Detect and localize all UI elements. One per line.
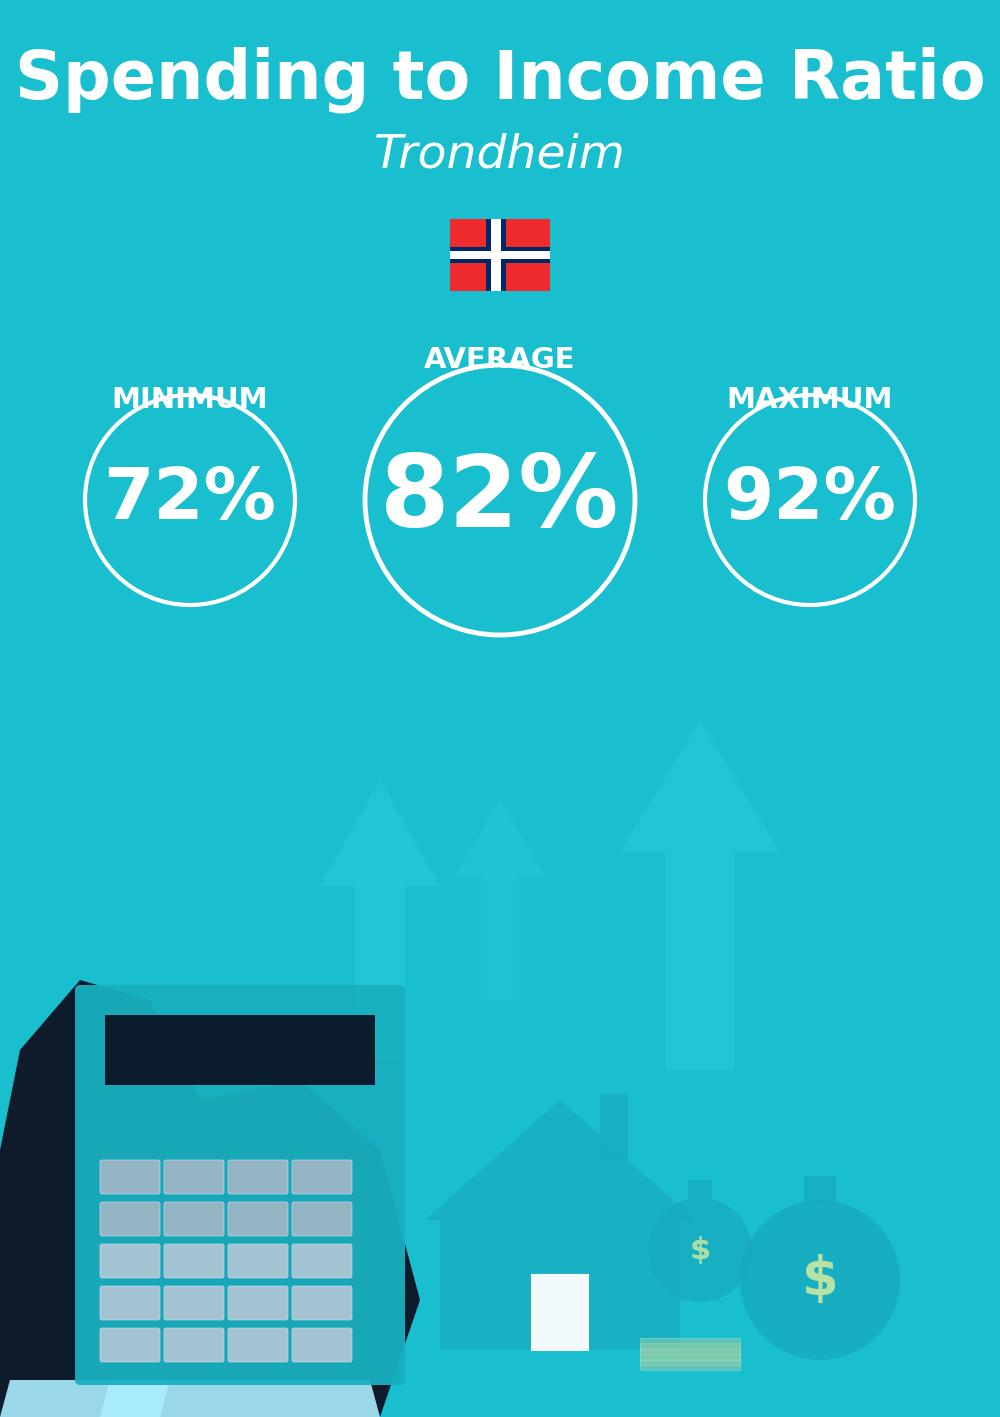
FancyBboxPatch shape [164,1202,224,1236]
FancyBboxPatch shape [100,1202,160,1236]
Circle shape [648,1197,752,1302]
Polygon shape [620,720,780,853]
Bar [640,1353,740,1365]
Bar [532,1275,588,1350]
FancyBboxPatch shape [292,1161,352,1195]
Text: Spending to Income Ratio: Spending to Income Ratio [15,47,985,113]
Text: MAXIMUM: MAXIMUM [727,385,893,414]
FancyBboxPatch shape [292,1244,352,1278]
FancyBboxPatch shape [100,1328,160,1362]
Bar [491,220,501,290]
Text: Trondheim: Trondheim [374,133,626,177]
Polygon shape [455,801,545,876]
Polygon shape [100,1380,380,1417]
FancyBboxPatch shape [164,1244,224,1278]
FancyBboxPatch shape [228,1244,288,1278]
FancyBboxPatch shape [228,1202,288,1236]
FancyBboxPatch shape [100,1161,160,1195]
FancyBboxPatch shape [292,1287,352,1321]
FancyBboxPatch shape [100,1244,160,1278]
Bar [355,887,405,1060]
Bar [105,1015,375,1085]
Bar [481,876,519,1000]
FancyBboxPatch shape [164,1161,224,1195]
Bar [640,1343,740,1355]
Text: MINIMUM: MINIMUM [112,385,268,414]
Bar [486,220,506,290]
Polygon shape [425,1100,695,1220]
Text: AVERAGE: AVERAGE [424,346,576,374]
FancyBboxPatch shape [100,1287,160,1321]
Bar [666,853,734,1070]
FancyBboxPatch shape [292,1328,352,1362]
Bar [640,1348,740,1360]
FancyBboxPatch shape [164,1328,224,1362]
FancyBboxPatch shape [292,1202,352,1236]
Bar [450,251,550,259]
FancyBboxPatch shape [228,1328,288,1362]
FancyBboxPatch shape [228,1287,288,1321]
Bar [600,1094,628,1161]
Polygon shape [60,1080,420,1417]
Text: 72%: 72% [104,466,276,534]
Text: $: $ [689,1236,711,1264]
Circle shape [740,1200,900,1360]
Text: $: $ [802,1254,838,1306]
FancyBboxPatch shape [228,1161,288,1195]
Text: 82%: 82% [380,452,620,548]
Bar [450,220,550,290]
Bar [440,1220,680,1350]
FancyBboxPatch shape [164,1287,224,1321]
Polygon shape [0,1380,170,1417]
Bar [804,1176,836,1204]
Text: 92%: 92% [724,466,896,534]
Bar [640,1357,740,1370]
FancyBboxPatch shape [75,985,405,1384]
Polygon shape [0,981,220,1417]
Bar [450,247,550,264]
Bar [640,1338,740,1350]
Polygon shape [320,779,440,887]
Bar [688,1180,712,1202]
